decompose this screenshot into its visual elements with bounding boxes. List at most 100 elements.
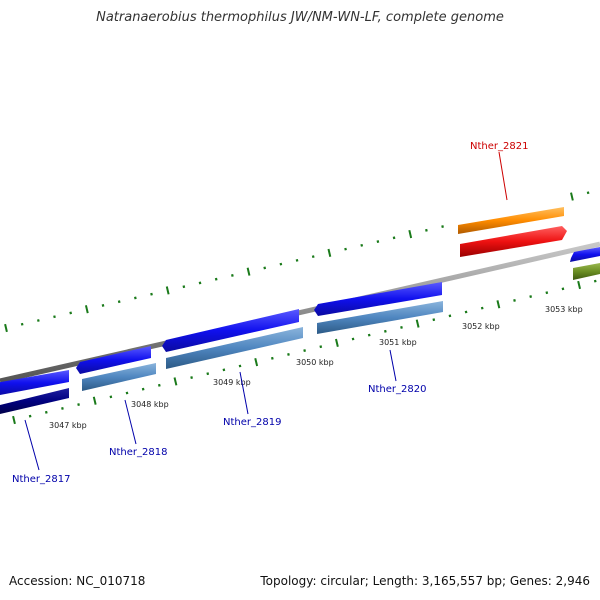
upper-track-minor-tick [117,300,121,304]
protein-feature-2817[interactable] [0,388,69,414]
upper-track-minor-tick [231,273,234,277]
genome-summary-text: Topology: circular; Length: 3,165,557 bp… [260,574,590,588]
lower-track-minor-tick [561,287,565,291]
gene-label-2818[interactable]: Nther_2818 [109,447,167,458]
lower-track-minor-tick [593,279,597,283]
leader-line-2820 [389,349,397,382]
upper-track-minor-tick [360,243,364,247]
lower-track-minor-tick [367,333,371,337]
lower-track-major-tick [12,415,16,425]
upper-track-major-tick [84,305,89,314]
lower-track-minor-tick [109,395,113,399]
tick-label-3047: 3047 kbp [49,421,87,430]
gene-label-2817[interactable]: Nther_2817 [12,474,70,485]
lower-track-minor-tick [238,364,242,368]
lower-track-minor-tick [157,383,161,387]
upper-track-minor-tick [134,296,137,300]
upper-track-minor-tick [586,191,590,195]
upper-track-minor-tick [69,311,73,315]
upper-track-minor-tick [214,277,218,281]
lower-track-minor-tick [400,326,403,329]
leader-line-2818 [124,399,137,445]
lower-track-minor-tick [384,329,387,333]
lower-track-major-tick [92,396,97,405]
upper-track-minor-tick [425,228,428,232]
tick-label-3048: 3048 kbp [131,400,169,409]
protein-feature-2819[interactable] [166,327,303,369]
upper-track-minor-tick [20,322,24,326]
gene-label-2819[interactable]: Nther_2819 [223,417,281,428]
upper-track-major-tick [408,229,413,239]
lower-track-minor-tick [529,295,533,298]
cds-feature-2819[interactable] [162,309,299,352]
upper-track-minor-tick [441,225,444,228]
tick-label-3053: 3053 kbp [545,305,583,314]
lower-track-minor-tick [545,291,549,295]
lower-track-minor-tick [61,407,64,410]
tick-label-3051: 3051 kbp [379,338,417,347]
lower-track-minor-tick [206,372,210,376]
upper-track-major-tick [4,323,8,333]
upper-track-minor-tick [376,240,380,244]
leader-line-2819 [239,371,249,415]
upper-track-minor-tick [198,281,202,285]
lower-track-major-tick [173,377,178,386]
lower-track-minor-tick [222,368,226,372]
upper-track-minor-tick [263,266,267,270]
lower-tick-track [12,279,597,425]
protein-feature-2820[interactable] [317,301,443,334]
lower-track-minor-tick [303,349,306,352]
lower-track-minor-tick [448,314,452,318]
cds-feature-2817[interactable] [0,370,69,396]
lower-track-minor-tick [125,391,129,395]
lower-track-minor-tick [287,353,290,356]
tick-label-3050: 3050 kbp [296,358,334,367]
upper-track-minor-tick [101,304,105,307]
gene-feature-right-cds[interactable] [570,247,600,262]
lower-track-major-tick [254,358,259,367]
upper-tick-track [4,191,590,333]
upper-track-major-tick [327,248,332,257]
upper-track-minor-tick [311,255,315,259]
protein-feature-2818[interactable] [82,363,156,391]
accession-text: Accession: NC_010718 [9,574,146,588]
upper-track-major-tick [246,267,251,276]
lower-track-major-tick [415,319,420,328]
upper-track-minor-tick [182,285,186,289]
lower-track-major-tick [577,280,581,290]
upper-track-minor-tick [295,258,299,262]
gene-feature-2821[interactable] [460,226,567,257]
upper-track-minor-tick [344,247,347,251]
gene-label-2820[interactable]: Nther_2820 [368,384,426,395]
lower-track-minor-tick [351,337,355,341]
upper-track-major-tick [570,192,574,201]
lower-track-minor-tick [28,414,32,418]
upper-track-major-tick [165,286,170,295]
map-title: Natranaerobius thermophilus JW/NM-WN-LF,… [96,10,504,25]
upper-track-minor-tick [279,262,283,266]
gene-feature-right-olive[interactable] [573,263,600,280]
cds-feature-2820[interactable] [314,282,442,316]
lower-track-minor-tick [480,306,484,310]
lower-track-minor-tick [513,299,516,302]
lower-track-minor-tick [44,410,48,414]
lower-track-minor-tick [464,310,468,314]
lower-track-minor-tick [190,376,193,379]
lower-track-minor-tick [77,403,80,406]
gene-label-2821[interactable]: Nther_2821 [470,141,528,152]
upper-track-minor-tick [36,319,40,322]
cds-feature-2818[interactable] [76,346,151,374]
rna-gene-feature-2821-upper[interactable] [458,207,564,234]
lower-track-minor-tick [319,345,323,349]
tick-label-3049: 3049 kbp [213,378,251,387]
upper-track-minor-tick [392,236,396,240]
lower-track-minor-tick [270,356,274,360]
lower-track-major-tick [335,338,339,347]
lower-track-minor-tick [141,387,145,391]
leader-line-2821 [498,151,508,201]
lower-track-minor-tick [432,318,436,322]
upper-track-minor-tick [53,315,56,319]
lower-track-major-tick [496,300,501,309]
upper-track-minor-tick [150,292,153,296]
